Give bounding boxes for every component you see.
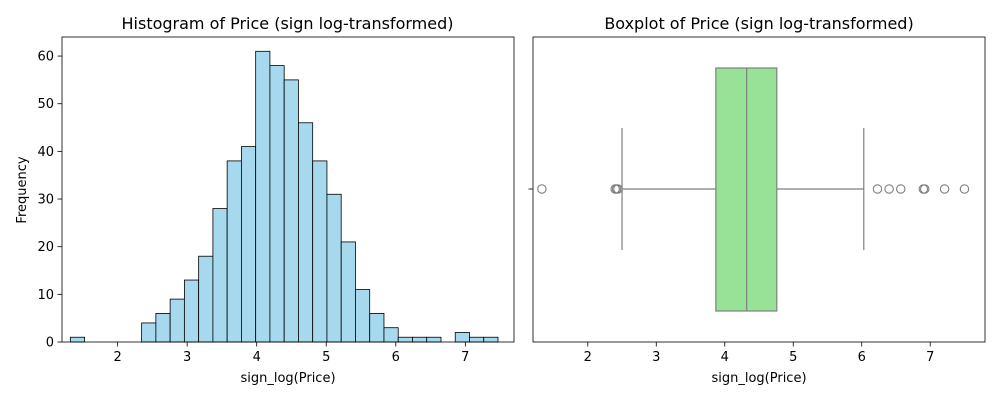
histogram-bar-9 [198,255,214,343]
histogram-bar-14 [269,65,285,343]
boxplot-outlier-9 [939,184,950,194]
boxplot-x-tick-label-6: 6 [858,350,866,365]
histogram-y-tick-label-40: 40 [37,145,54,160]
boxplot-outlier-0 [537,184,547,194]
histogram-bar-8 [183,279,200,343]
boxplot-outlier-5 [884,184,894,194]
histogram-bar-10 [212,208,228,343]
histogram-bar-25 [426,336,442,343]
boxplot-title: Boxplot of Price (sign log-transformed) [604,14,913,33]
histogram-bar-16 [298,122,314,343]
histogram-bars [69,50,499,343]
histogram-bar-23 [397,336,413,343]
histogram-title: Histogram of Price (sign log-transformed… [122,14,454,33]
histogram-y-tick-label-30: 30 [37,193,54,208]
boxplot-x-axis-label: sign_log(Price) [711,371,806,386]
histogram-bar-7 [169,298,185,343]
histogram-bar-20 [355,289,371,343]
boxplot-axes-frame [532,36,986,343]
histogram-x-tick-label-4: 4 [253,350,261,365]
histogram-x-tick-label-7: 7 [461,350,469,365]
histogram-bar-19 [340,241,356,343]
histogram-bar-29 [483,336,499,343]
histogram-bar-27 [454,332,470,343]
histogram-bar-11 [226,160,242,343]
boxplot-panel: Boxplot of Price (sign log-transformed) … [528,14,986,386]
histogram-y-axis-label: Frequency [15,156,30,223]
histogram-bar-28 [469,336,485,343]
boxplot-x-tick-label-7: 7 [926,350,934,365]
histogram-x-axis-label: sign_log(Price) [240,371,335,386]
histogram-panel: Histogram of Price (sign log-transformed… [15,14,515,386]
histogram-bar-15 [283,79,299,343]
boxplot-outlier-3 [613,184,623,194]
histogram-axes-frame [61,36,515,343]
boxplot-x-ticks: 2 3 4 5 6 7 [584,342,934,365]
histogram-y-tick-label-10: 10 [37,288,54,303]
boxplot-outlier-8 [919,184,930,194]
boxplot-x-tick-label-5: 5 [789,350,797,365]
histogram-bar-0 [69,336,85,343]
histogram-x-ticks: 2 3 4 5 6 7 [113,342,469,365]
histogram-x-tick-label-6: 6 [392,350,400,365]
histogram-bar-21 [369,313,385,343]
boxplot-x-tick-label-2: 2 [584,350,592,365]
histogram-bar-17 [312,160,328,343]
boxplot-x-tick-label-4: 4 [721,350,729,365]
histogram-y-ticks: 0 10 20 30 40 50 60 [37,50,62,351]
histogram-y-tick-label-50: 50 [37,97,54,112]
histogram-bar-13 [255,50,271,343]
histogram-y-tick-label-60: 60 [37,50,54,65]
histogram-x-tick-label-5: 5 [322,350,330,365]
histogram-bar-24 [412,336,428,343]
histogram-bar-12 [241,146,257,343]
histogram-bar-5 [141,322,157,343]
histogram-y-tick-label-0: 0 [46,336,54,351]
histogram-y-tick-label-20: 20 [37,240,54,255]
boxplot-x-tick-label-3: 3 [652,350,660,365]
histogram-bar-22 [383,327,399,343]
histogram-bar-18 [326,193,342,343]
boxplot-marks [537,67,970,312]
histogram-x-tick-label-3: 3 [183,350,191,365]
boxplot-outlier-10 [959,184,970,194]
histogram-x-tick-label-2: 2 [113,350,121,365]
histogram-bar-6 [155,313,171,343]
boxplot-outlier-4 [872,184,883,194]
boxplot-outlier-6 [896,184,906,194]
